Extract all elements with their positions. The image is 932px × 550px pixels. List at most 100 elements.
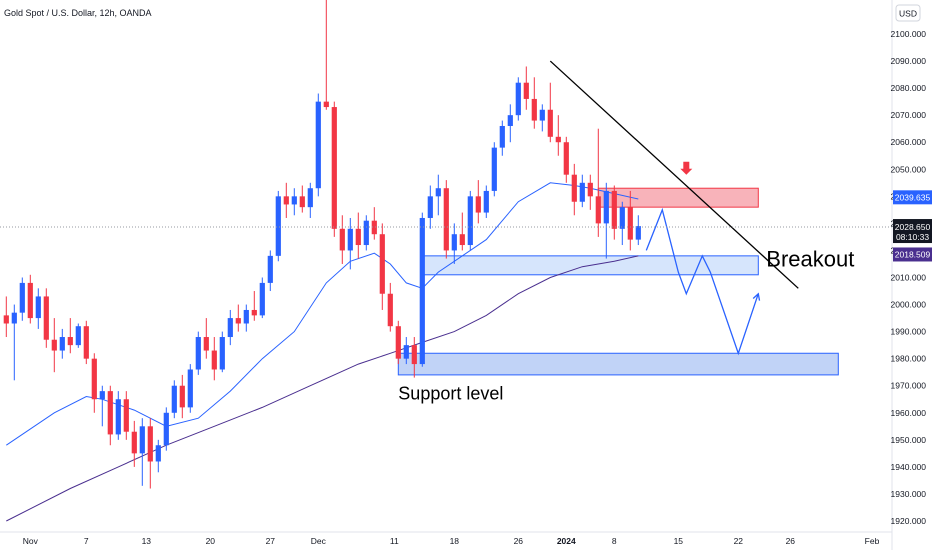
candle-body xyxy=(475,196,481,213)
candle xyxy=(99,385,105,427)
candle-body xyxy=(235,318,241,324)
trendline[interactable] xyxy=(549,60,799,289)
candle xyxy=(451,223,457,264)
last-price-tag xyxy=(893,219,932,244)
time-tick-label: 26 xyxy=(514,536,524,546)
candle-body xyxy=(179,385,185,408)
candle xyxy=(243,304,249,332)
candle xyxy=(211,337,217,381)
candle xyxy=(107,385,113,446)
price-axis[interactable]: 1920.000 1930.000 1940.000 1950.000 1960.000… xyxy=(891,29,927,526)
candle-body xyxy=(27,282,33,319)
candle-body xyxy=(227,318,233,338)
candle-body xyxy=(147,426,153,462)
candle xyxy=(19,277,25,321)
candle-body xyxy=(315,101,321,189)
candle xyxy=(3,296,9,338)
candle xyxy=(419,212,425,367)
price-tick-label: 1960.000 xyxy=(891,408,927,418)
candle-body xyxy=(419,217,425,365)
candle xyxy=(315,93,321,197)
candle-body xyxy=(35,296,41,319)
candle-body xyxy=(251,309,257,316)
candle xyxy=(11,304,17,381)
candle xyxy=(627,190,633,251)
projection-path[interactable] xyxy=(645,207,759,356)
time-tick-label: Dec xyxy=(311,536,327,546)
candle-body xyxy=(587,182,593,197)
time-tick-label: Nov xyxy=(23,536,39,546)
candle-body xyxy=(275,196,281,256)
candle-body xyxy=(603,190,609,224)
bar-countdown-label: 08:10:33 xyxy=(896,232,929,242)
candle xyxy=(611,185,617,240)
candle xyxy=(227,309,233,346)
price-tick-label: 2100.000 xyxy=(891,29,927,39)
candle-body xyxy=(403,345,409,359)
candle-body xyxy=(539,109,545,121)
candle xyxy=(635,215,641,246)
annotation-1[interactable]: Support level xyxy=(398,383,503,403)
candle-body xyxy=(483,190,489,213)
time-tick-label: 18 xyxy=(450,536,460,546)
price-tick-label: 1950.000 xyxy=(891,435,927,445)
candle-body xyxy=(515,82,521,116)
time-axis[interactable]: Nov 7 13 20 27 Dec 11 18 26 2024 8 15 22 26 Feb xyxy=(23,536,880,546)
candle xyxy=(147,418,153,489)
candle xyxy=(291,188,297,216)
candle xyxy=(411,337,417,378)
candle-body xyxy=(19,282,25,313)
candle xyxy=(115,391,121,440)
candle xyxy=(259,277,265,319)
candle xyxy=(67,318,73,354)
price-tag-1 xyxy=(893,247,932,262)
candle-body xyxy=(291,196,297,205)
candle xyxy=(571,163,577,216)
time-tick-label: 27 xyxy=(266,536,276,546)
price-tag-label-1: 2018.509 xyxy=(895,249,931,259)
candle xyxy=(299,185,305,213)
time-tick-label: 11 xyxy=(390,536,399,546)
candle-body xyxy=(571,174,577,202)
candle-body xyxy=(339,228,345,251)
chart-title: Gold Spot / U.S. Dollar, 12h, OANDA xyxy=(4,8,152,18)
annotation-0[interactable]: Breakout xyxy=(766,247,854,272)
price-tick-label: 1970.000 xyxy=(891,381,927,391)
candle-body xyxy=(611,190,617,229)
candle xyxy=(403,337,409,365)
candle xyxy=(131,420,137,467)
candle xyxy=(595,128,601,237)
zone-2[interactable] xyxy=(397,352,839,376)
candle-body xyxy=(555,136,561,143)
candle xyxy=(363,215,369,251)
candle-body xyxy=(75,326,81,346)
candle-body xyxy=(211,350,217,370)
candle-body xyxy=(371,220,377,235)
time-tick-label: 2024 xyxy=(557,536,576,546)
time-tick-label: 8 xyxy=(612,536,617,546)
candle xyxy=(507,104,513,143)
candle xyxy=(155,439,161,473)
currency-badge[interactable]: USD xyxy=(895,4,921,22)
candle xyxy=(379,223,385,310)
candle-body xyxy=(115,399,121,435)
candle xyxy=(203,318,209,359)
candle-body xyxy=(547,109,553,137)
candle xyxy=(219,331,225,373)
candle xyxy=(267,250,273,292)
time-tick-label: 7 xyxy=(84,536,89,546)
moving-average-line-0 xyxy=(6,182,639,446)
candle-body xyxy=(299,196,305,208)
candle-body xyxy=(395,326,401,359)
candle xyxy=(139,418,145,486)
candle-body xyxy=(379,234,385,294)
candle xyxy=(371,207,377,240)
candle-body xyxy=(579,182,585,202)
candle xyxy=(187,364,193,413)
price-tick-label: 2090.000 xyxy=(891,56,927,66)
candle-body xyxy=(563,142,569,175)
price-tick-label: 2010.000 xyxy=(891,273,927,283)
time-tick-label: 15 xyxy=(674,536,684,546)
